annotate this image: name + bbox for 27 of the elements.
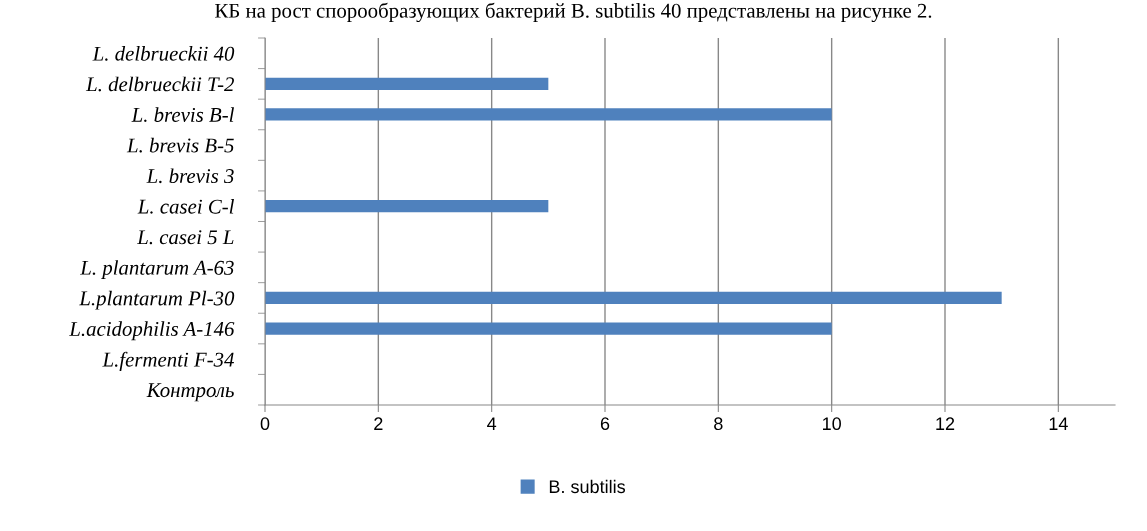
y-tick-label: L.fermenti F-34 <box>102 351 234 371</box>
y-tick-label: L. brevis B-l <box>131 107 234 122</box>
bar <box>265 77 549 90</box>
bar <box>265 200 549 213</box>
x-tick-label: 14 <box>1049 417 1068 430</box>
y-tick-label: L. delbrueckii T-2 <box>85 76 234 92</box>
bar <box>265 322 832 335</box>
x-tick-label: 12 <box>936 417 955 430</box>
y-tick-label: L. plantarum A-63 <box>80 260 234 280</box>
x-tick-label: 0 <box>260 417 270 431</box>
y-tick-label: Контроль <box>146 383 234 402</box>
legend-label: B. subtilis <box>549 479 626 494</box>
y-tick-label: L. brevis 3 <box>146 168 234 184</box>
x-tick-label: 2 <box>374 417 383 430</box>
bar <box>265 291 1002 305</box>
y-tick-label: L. casei C-l <box>137 198 234 214</box>
y-tick-label: L. delbrueckii 40 <box>92 46 235 61</box>
bar <box>265 108 832 121</box>
x-tick-label: 4 <box>487 417 497 430</box>
y-tick-label: L.plantarum Pl-30 <box>79 290 235 310</box>
y-tick-label: L. brevis B-5 <box>126 137 234 153</box>
x-tick-label: 8 <box>714 417 723 431</box>
x-tick-label: 6 <box>600 417 610 431</box>
x-tick-label: 10 <box>823 417 841 431</box>
y-tick-label: L. casei 5 L <box>136 230 234 245</box>
y-tick-label: L.acidophilis A-146 <box>69 321 235 341</box>
chart-title: КБ на рост спорообразующих бактерий B. subtilis 40 представлены на рисунке 2. <box>215 2 932 23</box>
